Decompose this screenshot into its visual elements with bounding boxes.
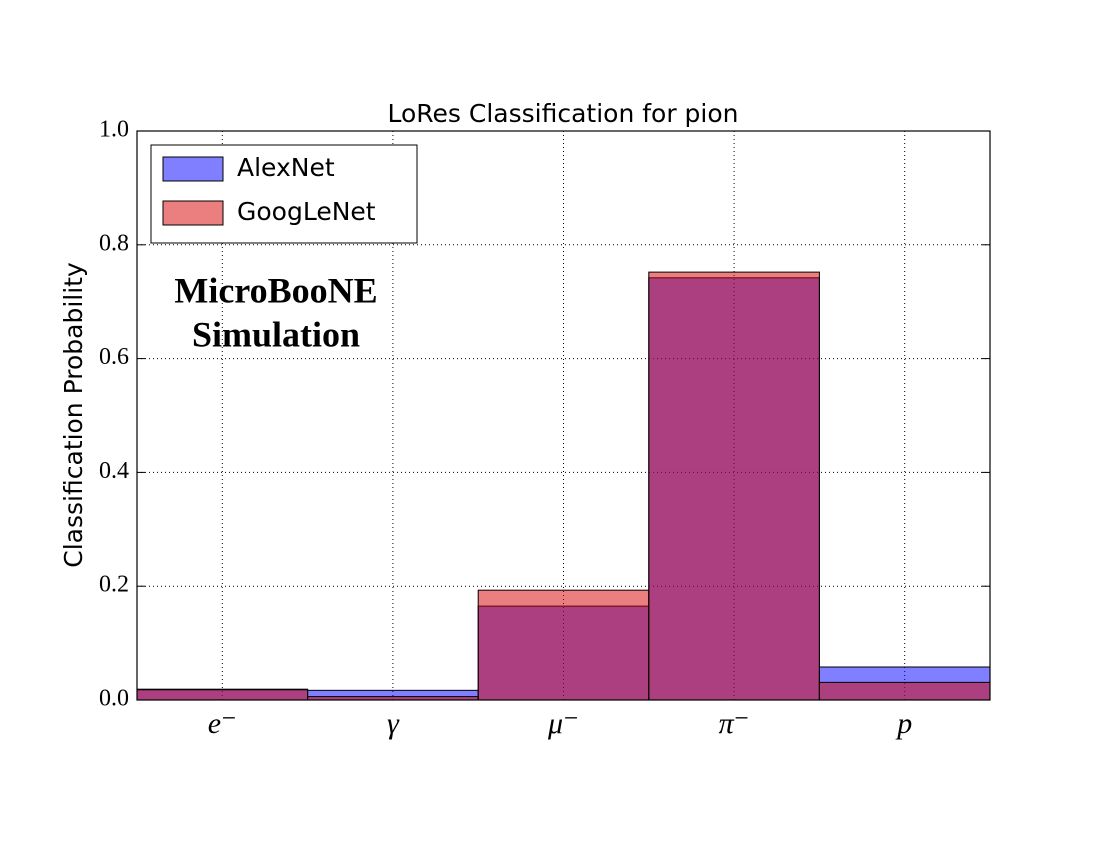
y-axis-label: Classification Probability [59,262,88,568]
y-tick-label: 0.4 [99,458,129,484]
x-tick-label: μ⁻ [547,707,579,740]
x-tick-label: e⁻ [208,707,237,740]
bar [136,689,309,701]
x-tick-label: p [895,707,912,740]
plot-frame [136,130,991,701]
y-tick-label: 1.0 [99,117,129,143]
legend-swatch [162,200,224,226]
y-tick-label: 0.0 [99,686,129,712]
x-tick-label: γ [387,707,400,740]
y-tick-label: 0.8 [99,230,129,256]
y-tick-label: 0.2 [99,572,129,598]
legend-label: GoogLeNet [237,197,376,226]
bar [648,271,820,701]
legend-swatch [162,156,224,182]
y-tick-label: 0.6 [99,344,129,370]
bar [818,681,991,701]
chart-title: LoRes Classification for pion [387,99,738,128]
legend-label: AlexNet [237,153,335,182]
annotation: MicroBooNE [174,270,377,310]
x-tick-label: π⁻ [719,707,750,740]
annotation: Simulation [192,314,360,354]
bar [477,589,650,701]
